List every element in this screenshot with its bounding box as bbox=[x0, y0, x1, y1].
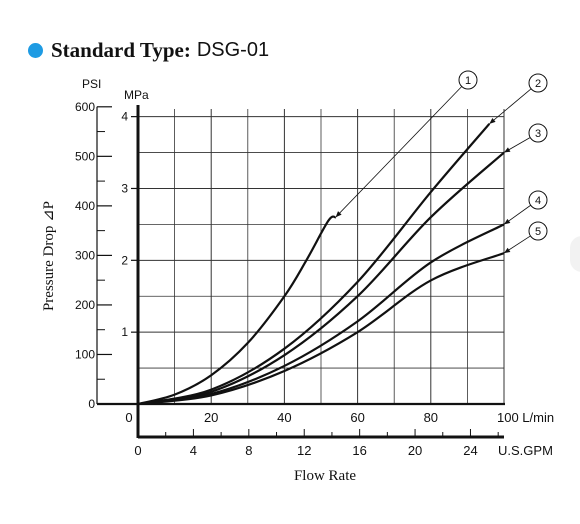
psi-tick-label: 0 bbox=[88, 397, 95, 411]
series-label-5: 5 bbox=[535, 226, 541, 238]
title-model: DSG-01 bbox=[196, 38, 270, 61]
x-tick-label: 0 bbox=[125, 410, 132, 425]
callout-circle-1 bbox=[458, 70, 478, 90]
curve-2 bbox=[137, 123, 491, 406]
curve-3 bbox=[137, 151, 505, 406]
x-tick-label: 60 bbox=[350, 410, 364, 425]
callout-leader-1 bbox=[335, 86, 463, 218]
gpm-tick-label: 24 bbox=[463, 443, 477, 458]
bullet-icon bbox=[28, 42, 43, 58]
callout-circle-2 bbox=[528, 73, 548, 93]
psi-tick-label: 400 bbox=[75, 199, 95, 213]
gpm-tick-label: 12 bbox=[297, 443, 311, 458]
y-axis-title: Pressure Drop ⊿P bbox=[41, 201, 57, 311]
callout-leader-2 bbox=[489, 88, 532, 125]
chart-title: Standard Type: DSG-01 bbox=[28, 36, 269, 64]
psi-unit-label: PSI bbox=[82, 77, 101, 91]
mpa-tick-label: 4 bbox=[121, 110, 128, 124]
callout-circle-4 bbox=[528, 190, 548, 210]
gpm-tick-label: 16 bbox=[352, 443, 366, 458]
gpm-tick-label: 8 bbox=[245, 443, 252, 458]
x-tick-label: 100 L/min bbox=[497, 410, 554, 425]
x-axis-title: Flow Rate bbox=[294, 468, 356, 484]
side-tab-decoration bbox=[570, 236, 580, 272]
gpm-tick-label: 20 bbox=[408, 443, 422, 458]
psi-tick-label: 600 bbox=[75, 100, 95, 114]
x-tick-label: 40 bbox=[277, 410, 291, 425]
curve-4 bbox=[137, 223, 505, 406]
series-label-3: 3 bbox=[535, 128, 541, 140]
mpa-tick-label: 3 bbox=[121, 181, 128, 195]
callout-arrow-1 bbox=[335, 211, 342, 218]
gpm-tick-label: 0 bbox=[134, 443, 141, 458]
psi-tick-label: 300 bbox=[75, 248, 95, 262]
psi-tick-label: 200 bbox=[75, 298, 95, 312]
callout-arrow-2 bbox=[489, 118, 496, 124]
callout-arrow-4 bbox=[504, 218, 511, 225]
gpm-tick-label: 4 bbox=[190, 443, 197, 458]
callout-circle-3 bbox=[528, 123, 548, 143]
series-label-2: 2 bbox=[535, 78, 541, 90]
callout-arrow-5 bbox=[504, 247, 511, 254]
curve-1 bbox=[137, 215, 337, 406]
curve-5 bbox=[137, 252, 505, 406]
mpa-unit-label: MPa bbox=[124, 88, 149, 102]
x-tick-label: 80 bbox=[424, 410, 438, 425]
series-label-1: 1 bbox=[465, 75, 471, 87]
title-bold: Standard Type: bbox=[51, 37, 191, 62]
psi-tick-label: 500 bbox=[75, 149, 95, 163]
callout-arrow-3 bbox=[504, 147, 511, 153]
mpa-tick-label: 1 bbox=[121, 325, 128, 339]
callout-circle-5 bbox=[528, 221, 548, 241]
mpa-tick-label: 2 bbox=[121, 253, 128, 267]
x-tick-label: 20 bbox=[204, 410, 218, 425]
series-label-4: 4 bbox=[535, 195, 541, 207]
psi-tick-label: 100 bbox=[75, 347, 95, 361]
gpm-unit-label: U.S.GPM bbox=[498, 443, 553, 458]
